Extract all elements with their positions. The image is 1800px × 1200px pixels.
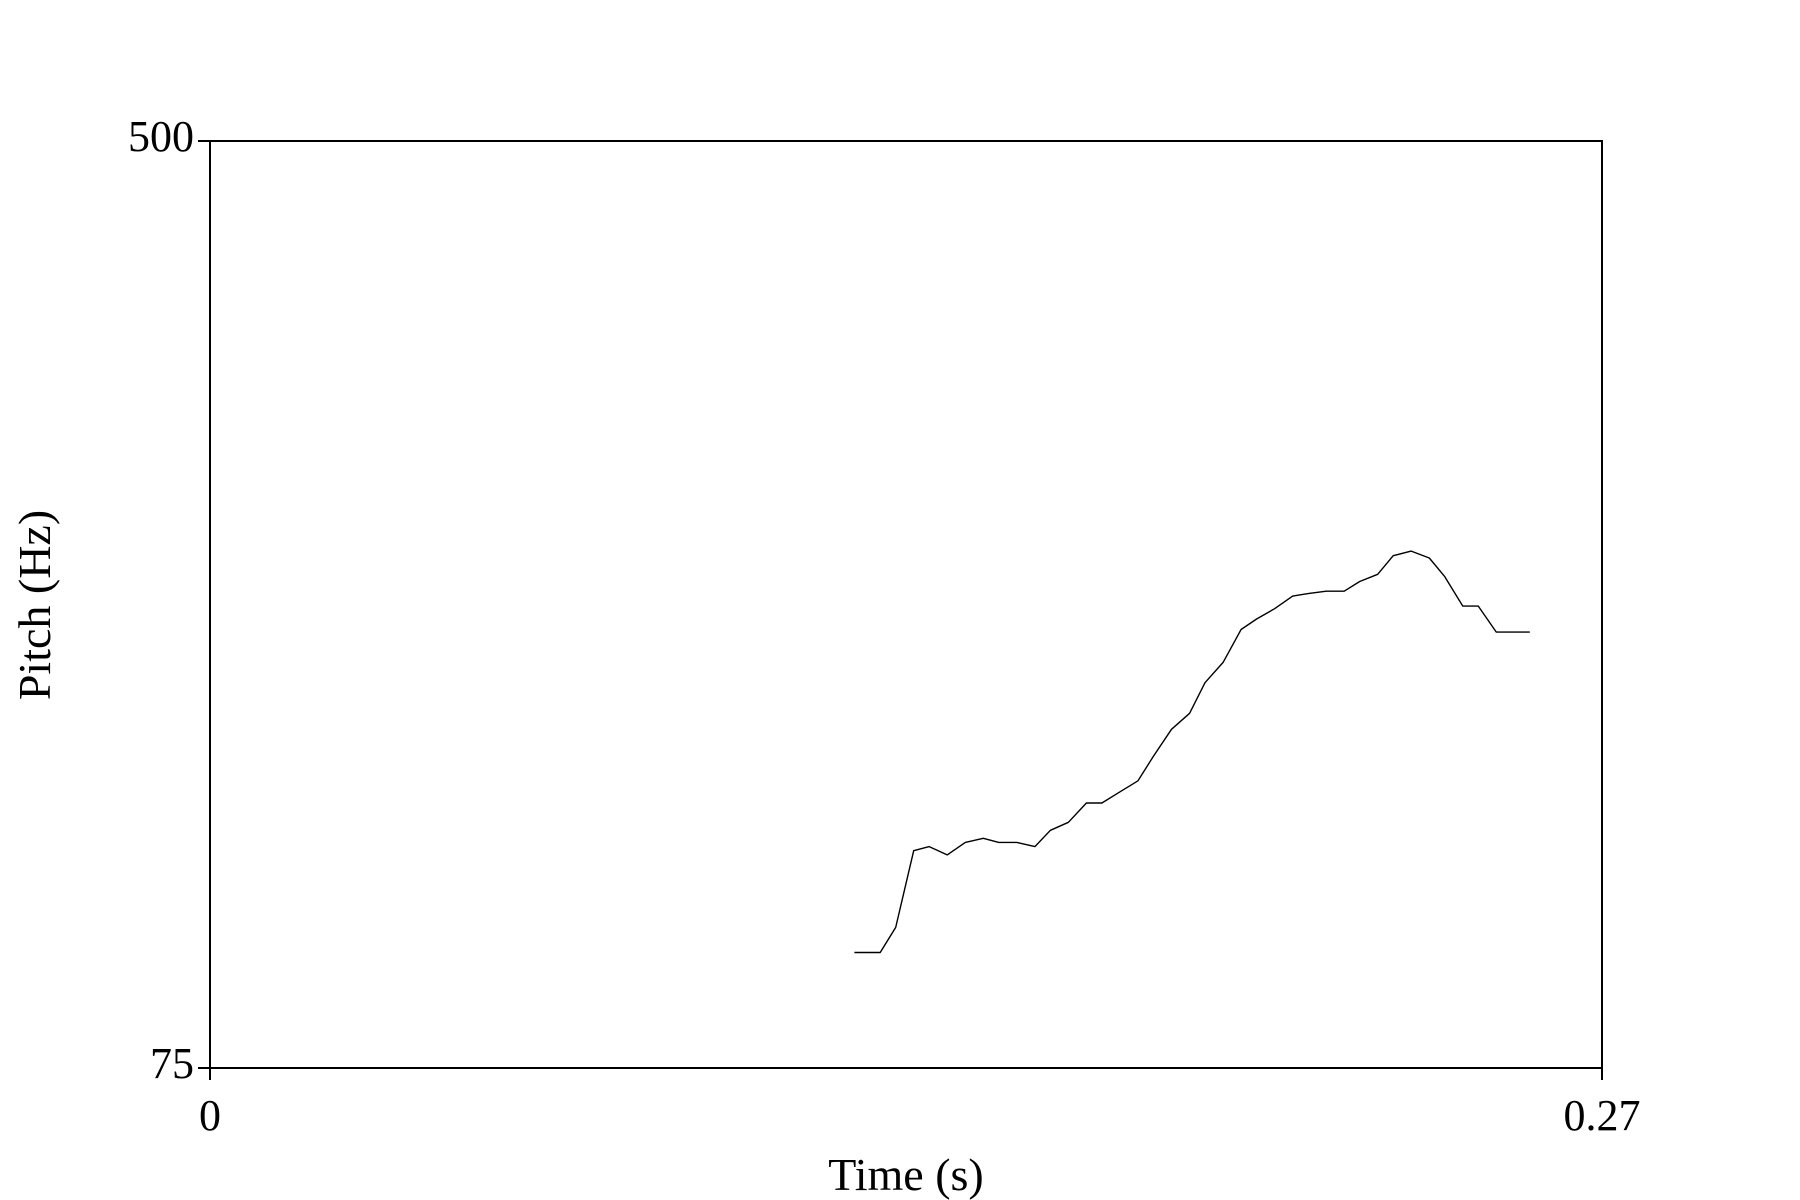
series-layer — [854, 550, 1530, 954]
x-axis-title: Time (s) — [828, 1149, 984, 1200]
y-axis-title: Pitch (Hz) — [9, 510, 60, 700]
y-tick-label-max: 500 — [128, 112, 194, 161]
plot-frame — [209, 140, 1603, 1069]
y-tick-label-min: 75 — [150, 1039, 194, 1088]
pitch-contour-line-0 — [854, 550, 1530, 954]
x-tick-label-max: 0.27 — [1564, 1091, 1641, 1140]
x-tick-label-min: 0 — [199, 1091, 221, 1140]
